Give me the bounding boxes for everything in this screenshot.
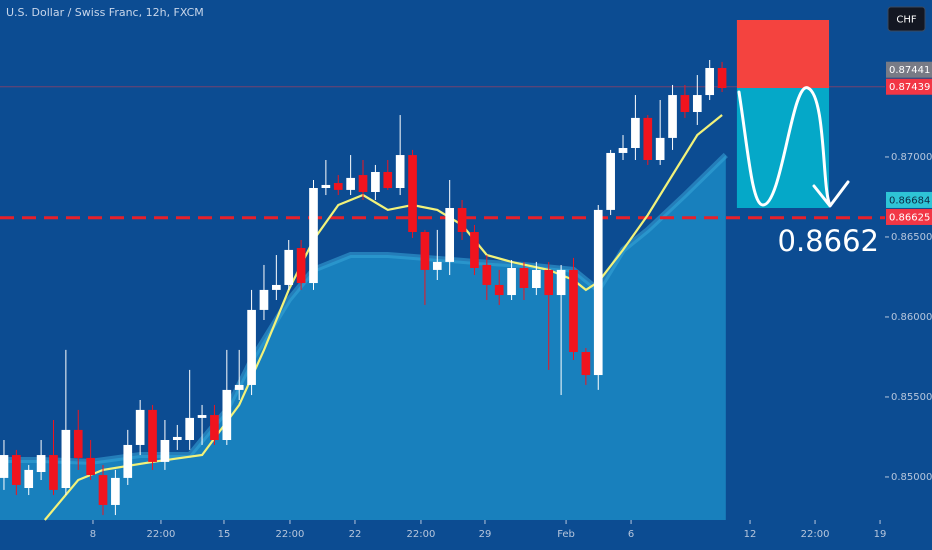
price-label-box [886,208,932,225]
y-tick-label: 0.86000 [891,312,932,323]
candle-body [346,177,355,190]
candle-body [445,208,455,262]
candle-body [717,68,727,88]
candle-body [371,172,380,192]
price-label-box [886,61,932,78]
x-tick-label: 22:00 [407,529,436,540]
candle-body [284,249,294,285]
forecast-arrow [737,86,850,208]
candle-body [358,175,368,192]
candle-body [61,429,71,488]
y-tick-label: 0.86500 [891,232,932,243]
x-tick-label: 22:00 [801,529,830,540]
candle-body [0,455,9,478]
candle-body [705,68,715,96]
price-label-box [886,191,932,208]
price-label-text: 0.87439 [889,82,930,93]
x-tick-label: 8 [90,529,96,540]
y-tick-label: 0.87000 [891,152,932,163]
candle-body [98,475,108,505]
candle-body [111,477,120,505]
price-label: 0.86684 [886,191,932,208]
candle-body [49,455,58,490]
candle-body [272,284,281,290]
x-tick-label: Feb [557,529,575,540]
candle-body [36,455,46,472]
x-tick-label: 22:00 [147,529,176,540]
moving-average [43,114,723,521]
x-tick-label: 22 [349,529,362,540]
candle-body [655,137,665,160]
candle-body [581,352,591,376]
candle-body [519,268,529,288]
x-tick-label: 12 [744,529,757,540]
candle-body [544,269,554,296]
candle-body [532,269,541,288]
price-label-text: 0.86625 [889,212,930,223]
x-tick-label: 29 [479,529,492,540]
candle-body [482,264,492,285]
candle-body [222,389,232,440]
candle-body [668,95,677,138]
x-tick-label: 6 [628,529,634,540]
x-tick-label: 15 [218,529,231,540]
candle-body [123,444,133,478]
candle-body [494,284,504,296]
candle-body [210,415,219,440]
price-label: 0.87439 [886,78,932,95]
candle-body [160,440,170,462]
candle-body [408,155,417,232]
candle-body [680,95,690,112]
level-label: 0.8662 [778,224,879,258]
candle-body [507,268,516,296]
candle-body [172,436,182,440]
candle-body [432,261,442,270]
currency-button[interactable] [887,6,926,32]
candle-body [73,429,83,458]
candle-body [309,188,318,284]
candle-body [185,417,195,440]
candle-body [12,455,21,485]
candle-body [135,409,145,445]
area [0,155,726,520]
x-tick-label: 19 [874,529,887,540]
candle-body [618,148,628,153]
price-label-text: 0.87441 [889,65,930,76]
candle-body [296,248,306,284]
candle-body [395,155,405,188]
target-zone [736,88,830,208]
x-tick-label: 22:00 [276,529,305,540]
chart-title: U.S. Dollar / Swiss Franc, 12h, FXCM [6,6,204,19]
candle-body [333,183,343,190]
candle-body [247,309,256,385]
currency-button-label[interactable]: CHF [896,15,917,26]
candle-body [197,415,207,418]
candle-body [234,384,244,390]
candle-body [259,289,269,310]
candle-body [606,152,615,210]
y-tick-label: 0.85500 [891,392,932,403]
candle-body [556,269,566,296]
price-label-box [886,78,932,95]
candle-body [643,117,653,160]
y-tick-label: 0.85000 [891,472,932,483]
candle-body [470,232,479,268]
price-label: 0.86625 [886,208,932,225]
candle-body [86,457,95,476]
stop-zone [736,20,830,88]
candle-body [383,172,393,188]
candle-body [457,208,467,232]
price-label: 0.87441 [886,61,932,78]
candle-body [24,469,34,488]
candle-body [631,117,640,148]
candle-body [692,95,702,112]
candle-body [148,409,157,462]
candle-body [569,269,578,352]
candle-body [593,209,603,376]
candle-body [321,184,331,188]
price-label-text: 0.86684 [889,195,930,206]
candle-body [420,232,430,270]
